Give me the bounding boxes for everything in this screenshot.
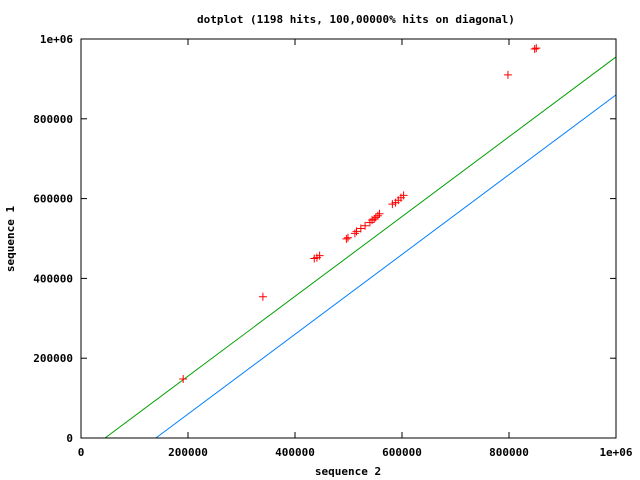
x-tick-label: 200000 [168, 446, 208, 459]
hit-point [371, 213, 380, 222]
hit-point [352, 227, 361, 236]
chart-title: dotplot (1198 hits, 100,00000% hits on d… [197, 13, 515, 26]
hit-point [356, 224, 365, 233]
hit-point [342, 234, 351, 243]
diagonal-line-1 [104, 56, 617, 439]
y-axis-label: sequence 1 [4, 206, 17, 273]
hit-point [179, 374, 188, 383]
hit-point [315, 251, 324, 260]
y-tick-label: 800000 [33, 113, 73, 126]
hit-points [179, 44, 541, 383]
x-tick-label: 600000 [382, 446, 422, 459]
diagonal-line-2 [155, 94, 617, 439]
plot-frame [80, 38, 617, 439]
y-tick-label: 1e+06 [40, 33, 73, 46]
hit-point [373, 211, 382, 220]
hit-point [350, 229, 359, 238]
y-tick-label: 0 [66, 432, 73, 445]
y-tick-label: 600000 [33, 193, 73, 206]
y-tick-label: 400000 [33, 272, 73, 285]
x-tick-label: 800000 [489, 446, 529, 459]
x-tick-label: 1e+06 [599, 446, 632, 459]
hit-point [399, 191, 408, 200]
x-axis-label: sequence 2 [315, 465, 381, 478]
x-tick-label: 400000 [275, 446, 315, 459]
diagonal-lines [104, 56, 617, 439]
hit-point [375, 209, 384, 218]
hit-point [388, 200, 397, 209]
axes: 0 200000 400000 600000 800000 1e+06 0 200000 400… [33, 33, 633, 459]
hit-point [258, 292, 267, 301]
hit-point [343, 233, 352, 242]
hit-point [503, 70, 512, 79]
hit-point [532, 44, 541, 53]
hit-point [530, 44, 539, 53]
y-tick-label: 200000 [33, 352, 73, 365]
x-tick-label: 0 [78, 446, 85, 459]
hit-point [370, 214, 379, 223]
hit-point [361, 221, 370, 230]
